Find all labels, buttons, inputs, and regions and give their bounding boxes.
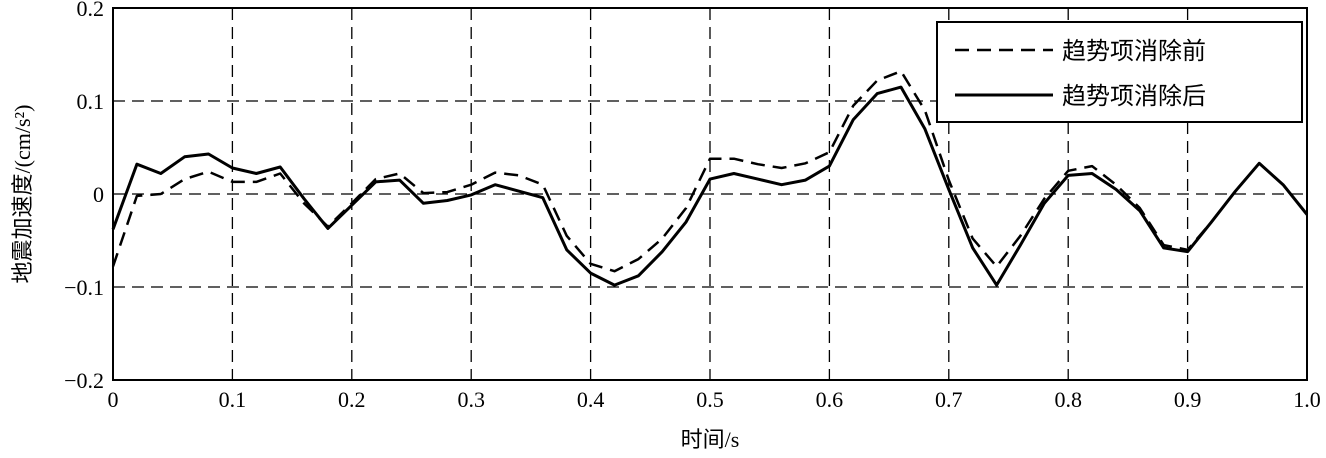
x-tick-label: 0.9 (1174, 387, 1202, 412)
x-tick-label: 0.6 (816, 387, 844, 412)
x-tick-label: 0.4 (577, 387, 605, 412)
legend-label-after: 趋势项消除后 (1062, 83, 1206, 110)
series-line-before (111, 69, 1308, 273)
y-tick-label: −0.2 (64, 368, 104, 393)
series-line-after (111, 85, 1309, 287)
legend-label-before: 趋势项消除前 (1062, 38, 1206, 65)
legend-box (936, 21, 1303, 123)
y-tick-label: 0 (93, 182, 104, 207)
x-ticks: 0 0.1 0.2 0.3 0.4 0.5 0.6 0.7 0.8 0.9 1.0 (108, 387, 1321, 412)
plot-frame (112, 7, 1308, 381)
x-tick-label: 0.2 (338, 387, 366, 412)
x-axis-label: 时间/s (681, 427, 740, 452)
series-group (111, 69, 1309, 287)
x-tick-label: 1.0 (1293, 387, 1321, 412)
x-tick-label: 0.3 (457, 387, 485, 412)
y-axis-label: 地震加速度/(cm/s²) (10, 105, 35, 284)
legend: 趋势项消除前 趋势项消除后 (936, 21, 1303, 123)
x-tick-label: 0.1 (219, 387, 247, 412)
x-tick-label: 0 (108, 387, 119, 412)
y-tick-label: 0.2 (77, 0, 105, 21)
x-tick-label: 0.8 (1054, 387, 1082, 412)
y-ticks: 0.2 0.1 0 −0.1 −0.2 (64, 0, 104, 393)
y-tick-label: −0.1 (64, 275, 104, 300)
x-tick-label: 0.7 (935, 387, 963, 412)
x-tick-label: 0.5 (696, 387, 724, 412)
y-tick-label: 0.1 (77, 89, 105, 114)
